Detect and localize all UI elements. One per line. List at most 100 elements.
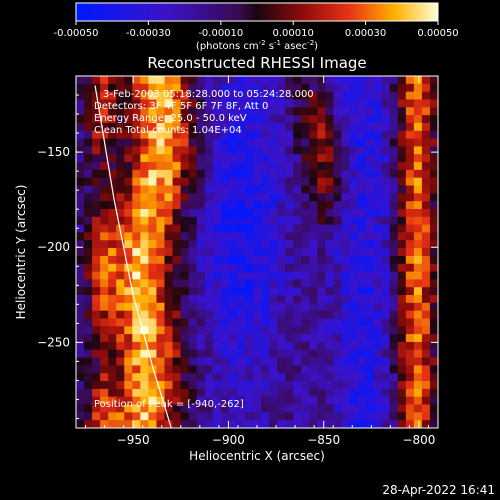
heatmap-cell <box>317 162 326 171</box>
heatmap-cell <box>92 349 101 359</box>
heatmap-cell <box>228 154 238 163</box>
heatmap-cell <box>309 99 318 108</box>
heatmap-cell <box>429 201 438 210</box>
heatmap-cell <box>252 154 262 163</box>
heatmap-cell <box>429 154 438 163</box>
heatmap-cell <box>301 279 310 288</box>
heatmap-cell <box>277 295 286 304</box>
heatmap-cell <box>261 169 270 179</box>
heatmap-cell <box>285 412 294 421</box>
heatmap-cell <box>188 287 198 296</box>
heatmap-cell <box>196 381 206 390</box>
heatmap-cell <box>204 349 214 359</box>
heatmap-cell <box>413 193 423 202</box>
heatmap-cell <box>277 185 286 194</box>
heatmap-cell <box>293 177 302 187</box>
heatmap-cell <box>421 240 431 249</box>
heatmap-cell <box>172 271 182 280</box>
heatmap-cell <box>236 216 246 226</box>
heatmap-cell <box>389 193 399 202</box>
heatmap-cell <box>124 240 133 249</box>
heatmap-cell <box>373 130 383 140</box>
heatmap-cell <box>124 365 133 374</box>
heatmap-cell <box>373 295 383 304</box>
heatmap-cell <box>212 146 222 155</box>
heatmap-cell <box>172 224 182 234</box>
heatmap-cell <box>220 248 230 257</box>
heatmap-cell <box>180 420 190 428</box>
heatmap-cell <box>212 185 222 194</box>
x-tick-label: −850 <box>307 433 340 447</box>
heatmap-cell <box>212 302 222 312</box>
heatmap-cell <box>164 248 174 257</box>
heatmap-cell <box>349 208 359 218</box>
heatmap-cell <box>301 341 310 351</box>
heatmap-cell <box>140 357 149 367</box>
heatmap-cell <box>301 138 310 147</box>
heatmap-cell <box>293 115 302 124</box>
heatmap-cell <box>164 91 174 101</box>
heatmap-cell <box>365 107 375 116</box>
heatmap-cell <box>293 130 302 140</box>
heatmap-cell <box>429 162 438 171</box>
heatmap-cell <box>301 271 310 280</box>
heatmap-cell <box>76 295 85 304</box>
heatmap-cell <box>204 334 214 343</box>
heatmap-cell <box>188 185 198 194</box>
heatmap-cell <box>140 76 149 85</box>
heatmap-cell <box>180 130 190 140</box>
heatmap-cell <box>381 318 391 327</box>
heatmap-cell <box>341 255 351 265</box>
heatmap-cell <box>228 122 238 132</box>
heatmap-cell <box>277 130 286 140</box>
heatmap-cell <box>365 404 375 413</box>
heatmap-cell <box>277 193 286 202</box>
heatmap-cell <box>357 326 367 335</box>
heatmap-cell <box>317 420 326 428</box>
heatmap-cell <box>389 122 399 132</box>
heatmap-cell <box>261 224 270 234</box>
heatmap-cell <box>269 365 278 374</box>
heatmap-cell <box>92 396 101 406</box>
heatmap-cell <box>188 310 198 320</box>
heatmap-cell <box>108 295 117 304</box>
heatmap-cell <box>381 232 391 241</box>
heatmap-cell <box>317 255 326 265</box>
heatmap-cell <box>413 420 423 428</box>
heatmap-cell <box>172 162 182 171</box>
heatmap-cell <box>261 263 270 273</box>
heatmap-cell <box>421 115 431 124</box>
heatmap-cell <box>156 248 166 257</box>
heatmap-cell <box>317 349 326 359</box>
heatmap-cell <box>228 295 238 304</box>
heatmap-cell <box>381 310 391 320</box>
heatmap-cell <box>365 232 375 241</box>
heatmap-cell <box>156 146 166 155</box>
heatmap-cell <box>301 248 310 257</box>
heatmap-cell <box>100 334 109 343</box>
heatmap-cell <box>76 349 85 359</box>
heatmap-cell <box>333 302 343 312</box>
heatmap-cell <box>317 201 326 210</box>
heatmap-cell <box>285 357 294 367</box>
heatmap-cell <box>301 224 310 234</box>
heatmap-cell <box>413 295 423 304</box>
heatmap-cell <box>269 193 278 202</box>
heatmap-cell <box>429 263 438 273</box>
heatmap-cell <box>357 99 367 108</box>
heatmap-cell <box>172 232 182 241</box>
heatmap-cell <box>124 287 133 296</box>
heatmap-cell <box>429 420 438 428</box>
heatmap-cell <box>285 208 294 218</box>
heatmap-cell <box>116 99 125 108</box>
heatmap-cell <box>140 99 149 108</box>
heatmap-cell <box>349 193 359 202</box>
heatmap-cell <box>277 357 286 367</box>
heatmap-cell <box>228 302 238 312</box>
heatmap-cell <box>156 224 166 234</box>
heatmap-cell <box>108 365 117 374</box>
heatmap-cell <box>341 365 351 374</box>
heatmap-cell <box>325 185 335 194</box>
heatmap-cell <box>389 381 399 390</box>
heatmap-cell <box>108 169 117 179</box>
